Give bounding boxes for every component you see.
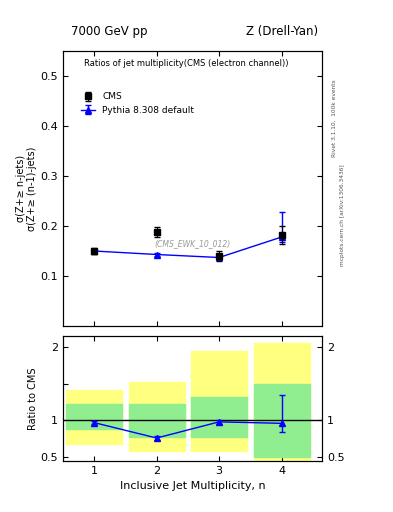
Text: Rivet 3.1.10,  100k events: Rivet 3.1.10, 100k events [332, 79, 337, 157]
Text: Z (Drell-Yan): Z (Drell-Yan) [246, 26, 318, 38]
Y-axis label: σ(Z+≥ n-jets)
σ(Z+≥ (n-1)-jets): σ(Z+≥ n-jets) σ(Z+≥ (n-1)-jets) [16, 146, 37, 231]
Legend: CMS, Pythia 8.308 default: CMS, Pythia 8.308 default [78, 89, 198, 118]
Y-axis label: Ratio to CMS: Ratio to CMS [28, 367, 38, 430]
Text: Ratios of jet multiplicity(CMS (electron channel)): Ratios of jet multiplicity(CMS (electron… [84, 59, 288, 69]
Text: mcplots.cern.ch [arXiv:1306.3436]: mcplots.cern.ch [arXiv:1306.3436] [340, 164, 345, 266]
Text: 7000 GeV pp: 7000 GeV pp [71, 26, 147, 38]
X-axis label: Inclusive Jet Multiplicity, n: Inclusive Jet Multiplicity, n [120, 481, 265, 491]
Text: (CMS_EWK_10_012): (CMS_EWK_10_012) [154, 239, 231, 248]
